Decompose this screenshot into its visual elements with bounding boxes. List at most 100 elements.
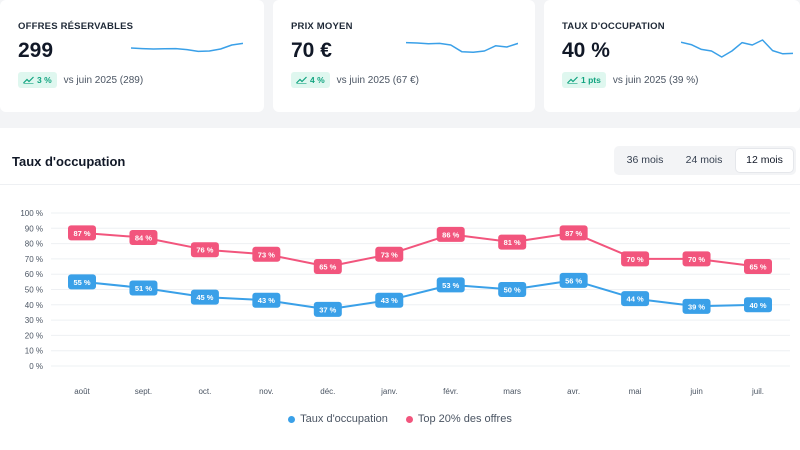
kpi-value: 40 %: [562, 39, 610, 62]
x-tick-label: juin: [689, 387, 702, 396]
data-label: 39 %: [688, 302, 705, 311]
occupation-line-chart: 0 % 10 % 20 % 30 % 40 % 50 % 60 % 70 % 80 % 90 % 1…: [20, 209, 790, 396]
sparkline-path: [681, 39, 793, 58]
y-tick-label: 100 %: [20, 209, 43, 218]
kpi-trend-badge: 4 %: [291, 72, 330, 88]
data-label: 53 %: [442, 281, 459, 290]
y-tick-label: 50 %: [25, 286, 43, 295]
legend-label: Taux d'occupation: [300, 413, 388, 425]
data-label: 55 %: [73, 278, 90, 287]
data-label: 73 %: [258, 250, 275, 259]
data-point[interactable]: [313, 259, 342, 275]
trend-up-icon: [567, 76, 578, 84]
kpi-compare: vs juin 2025 (289): [63, 74, 144, 86]
data-point[interactable]: [436, 277, 465, 293]
y-tick-label: 80 %: [25, 240, 43, 249]
y-tick-label: 60 %: [25, 270, 43, 279]
y-tick-label: 70 %: [25, 255, 43, 264]
kpi-sparkline: [131, 42, 243, 53]
legend-label: Top 20% des offres: [417, 413, 512, 425]
series-line-1: [81, 231, 759, 268]
data-point[interactable]: [190, 289, 219, 305]
kpi-label: PRIX MOYEN: [291, 21, 353, 32]
data-point[interactable]: [252, 246, 281, 262]
data-point[interactable]: [744, 297, 772, 313]
data-point[interactable]: [129, 229, 158, 245]
legend-item-top20[interactable]: Top 20% des offres: [405, 413, 512, 425]
chart-title: Taux d'occupation: [12, 154, 126, 169]
data-point[interactable]: [68, 274, 96, 290]
data-point[interactable]: [621, 251, 650, 267]
kpi-sparkline: [406, 41, 518, 53]
data-point[interactable]: [313, 301, 342, 317]
data-point[interactable]: [129, 280, 158, 296]
kpi-card-occupation: TAUX D'OCCUPATION 40 % 1 pts vs juin 202…: [544, 0, 800, 112]
range-12-months-button[interactable]: 12 mois: [736, 149, 793, 172]
kpi-label: TAUX D'OCCUPATION: [562, 21, 665, 32]
kpi-badge-value: 3 %: [37, 75, 52, 85]
range-selector: 36 mois 24 mois 12 mois: [614, 146, 796, 175]
x-tick-label: mai: [629, 387, 642, 396]
data-label: 37 %: [319, 305, 336, 314]
data-point[interactable]: [436, 226, 465, 242]
sparkline-path: [406, 41, 518, 53]
kpi-trend-badge: 3 %: [18, 72, 57, 88]
sparkline-path: [131, 42, 243, 53]
x-tick-label: avr.: [567, 387, 580, 396]
x-tick-label: déc.: [320, 387, 335, 396]
data-label: 86 %: [442, 230, 459, 239]
data-label: 40 %: [749, 301, 766, 310]
data-label: 65 %: [749, 263, 766, 272]
data-label: 43 %: [381, 296, 398, 305]
data-point[interactable]: [559, 272, 588, 288]
data-point[interactable]: [621, 291, 650, 307]
data-label: 70 %: [688, 255, 705, 264]
data-label: 84 %: [135, 233, 152, 242]
y-tick-label: 30 %: [25, 316, 43, 325]
kpi-trend-badge: 1 pts: [562, 72, 606, 88]
data-point[interactable]: [498, 282, 527, 297]
x-tick-label: févr.: [443, 387, 458, 396]
data-label: 73 %: [381, 250, 398, 259]
trend-up-icon: [296, 76, 307, 84]
chart-legend: Taux d'occupation Top 20% des offres: [0, 410, 800, 428]
kpi-compare: vs juin 2025 (67 €): [336, 74, 419, 86]
kpi-badge-value: 4 %: [310, 75, 325, 85]
x-tick-label: mars: [503, 387, 521, 396]
data-point[interactable]: [68, 225, 96, 241]
data-point[interactable]: [498, 234, 527, 250]
y-tick-label: 90 %: [25, 224, 43, 233]
kpi-value: 299: [18, 39, 54, 62]
x-tick-label: janv.: [380, 387, 397, 396]
x-tick-label: nov.: [259, 387, 274, 396]
kpi-row: OFFRES RÉSERVABLES 299 3 % vs juin 2025 …: [0, 0, 800, 112]
data-point[interactable]: [375, 246, 404, 262]
kpi-card-offres: OFFRES RÉSERVABLES 299 3 % vs juin 2025 …: [0, 0, 264, 112]
data-point[interactable]: [682, 251, 711, 267]
legend-dot-blue: [288, 415, 296, 423]
data-label: 70 %: [627, 255, 644, 264]
data-point[interactable]: [190, 242, 219, 258]
data-point[interactable]: [744, 259, 772, 275]
data-label: 65 %: [319, 263, 336, 272]
y-tick-label: 10 %: [25, 347, 43, 356]
kpi-card-prix: PRIX MOYEN 70 € 4 % vs juin 2025 (67 €): [273, 0, 535, 112]
data-label: 81 %: [504, 238, 521, 247]
range-36-months-button[interactable]: 36 mois: [626, 154, 664, 166]
data-label: 56 %: [565, 276, 582, 285]
chart-divider: [0, 184, 800, 185]
data-point[interactable]: [252, 292, 281, 308]
kpi-compare: vs juin 2025 (39 %): [612, 74, 699, 86]
kpi-label: OFFRES RÉSERVABLES: [18, 21, 134, 32]
legend-dot-pink: [405, 415, 413, 423]
range-24-months-button[interactable]: 24 mois: [685, 154, 723, 166]
data-label: 44 %: [627, 295, 644, 304]
data-point[interactable]: [375, 292, 404, 308]
kpi-badge-value: 1 pts: [581, 75, 601, 85]
data-point[interactable]: [682, 298, 711, 314]
x-tick-label: sept.: [135, 387, 152, 396]
x-tick-label: oct.: [198, 387, 211, 396]
data-point[interactable]: [559, 225, 588, 241]
legend-item-occupation[interactable]: Taux d'occupation: [288, 413, 388, 425]
data-label: 45 %: [196, 293, 213, 302]
